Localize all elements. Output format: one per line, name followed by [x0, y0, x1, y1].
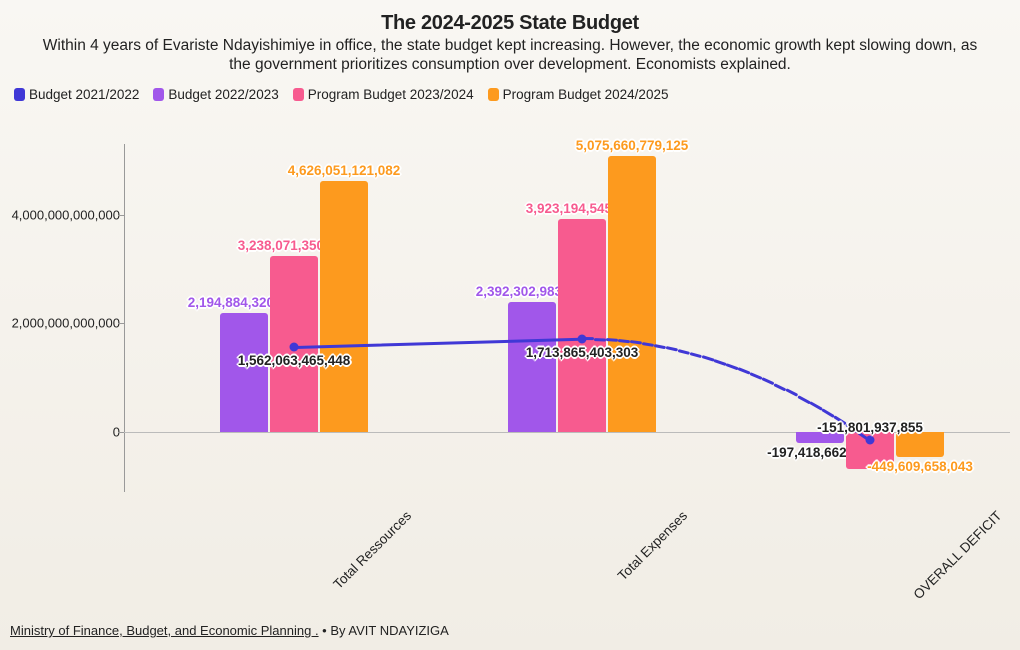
legend-label-1: Budget 2022/2023 [168, 87, 278, 102]
line-value-label: 1,713,865,403,303 [526, 345, 639, 360]
chart-title: The 2024-2025 State Budget [10, 12, 1010, 35]
bar [608, 156, 656, 432]
line-segment [678, 349, 691, 355]
bar [558, 219, 606, 432]
chart-footer: Ministry of Finance, Budget, and Economi… [10, 623, 449, 638]
plot-area: 2,194,884,320,8353,238,071,350,8554,626,… [124, 144, 1010, 492]
bar [508, 302, 556, 432]
bar [896, 432, 944, 456]
x-category-label: OVERALL DEFICIT [911, 508, 1005, 602]
bar-value-label: 4,626,051,121,082 [288, 163, 401, 178]
ytick-label: 0 [10, 425, 120, 440]
bar [220, 313, 268, 432]
ytick-label: 4,000,000,000,000 [10, 207, 120, 222]
line-value-label: 1,562,063,465,448 [238, 353, 351, 368]
y-axis-line [124, 144, 125, 492]
ytick-label: 2,000,000,000,000 [10, 316, 120, 331]
legend: Budget 2021/2022 Budget 2022/2023 Progra… [14, 87, 1010, 102]
legend-swatch-0 [14, 88, 25, 101]
footer-source[interactable]: Ministry of Finance, Budget, and Economi… [10, 623, 319, 638]
legend-swatch-1 [153, 88, 164, 101]
line-segment [690, 352, 703, 358]
bar-value-label: 5,075,660,779,125 [576, 138, 689, 153]
footer-sep: • [319, 623, 327, 638]
line-segment [714, 359, 727, 366]
legend-item-2: Program Budget 2023/2024 [293, 87, 474, 102]
line-point [290, 343, 299, 352]
legend-label-0: Budget 2021/2022 [29, 87, 139, 102]
chart-subtitle: Within 4 years of Evariste Ndayishimiye … [10, 36, 1010, 75]
line-segment [725, 363, 738, 370]
legend-item-1: Budget 2022/2023 [153, 87, 278, 102]
legend-label-3: Program Budget 2024/2025 [503, 87, 669, 102]
legend-swatch-2 [293, 88, 304, 101]
line-segment [666, 346, 679, 352]
line-segment [761, 377, 774, 385]
legend-item-3: Program Budget 2024/2025 [488, 87, 669, 102]
line-point [578, 334, 587, 343]
legend-label-2: Program Budget 2023/2024 [308, 87, 474, 102]
bar-value-label: -449,609,658,043 [867, 459, 973, 474]
line-segment [702, 355, 715, 362]
legend-swatch-3 [488, 88, 499, 101]
line-segment [785, 389, 798, 398]
line-segment [594, 338, 606, 342]
x-category-label: Total Expenses [615, 508, 690, 583]
line-value-label: -151,801,937,855 [817, 420, 923, 435]
legend-item-0: Budget 2021/2022 [14, 87, 139, 102]
chart-container: The 2024-2025 State Budget Within 4 year… [0, 0, 1020, 650]
line-point [866, 436, 875, 445]
bar [320, 181, 368, 433]
x-category-label: Total Ressources [330, 508, 414, 592]
footer-byline: By AVIT NDAYIZIGA [327, 623, 449, 638]
